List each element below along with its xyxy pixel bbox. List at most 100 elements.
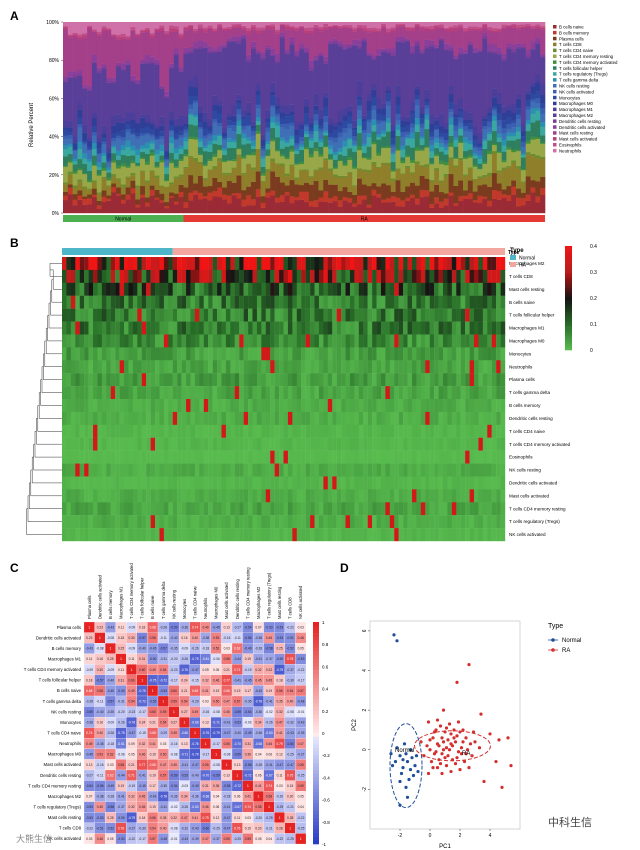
panel-a-bar-segment [207, 144, 213, 153]
panel-b-heatmap-cell [376, 528, 382, 542]
panel-a-bar-segment [506, 165, 512, 168]
panel-b-heatmap-cell [287, 386, 293, 400]
panel-a-bar-segment [111, 183, 117, 188]
panel-a-bar-segment [491, 50, 498, 54]
panel-b-heatmap-cell [301, 269, 306, 284]
panel-b-heatmap-cell [292, 399, 297, 413]
panel-a-bar-segment [525, 49, 531, 56]
panel-a-bar-segment [395, 130, 401, 136]
panel-a-bar-segment [385, 31, 392, 34]
panel-a-bar-segment [67, 171, 73, 175]
panel-b-heatmap-cell [301, 334, 306, 348]
panel-a-bar-segment [260, 158, 266, 167]
panel-b-heatmap-cell [97, 282, 103, 296]
panel-a-bar-segment [438, 24, 445, 28]
panel-a-bar-segment [91, 197, 98, 214]
panel-a-bar-segment [284, 26, 290, 30]
panel-b-heatmap-cell [354, 437, 360, 451]
panel-a-bar-segment [516, 165, 522, 169]
panel-b-heatmap-cell [363, 528, 368, 542]
panel-b-heatmap-cell [372, 373, 377, 387]
panel-a-bar-segment [463, 22, 469, 28]
panel-b-heatmap-cell [252, 437, 258, 451]
panel-b-heatmap-cell [398, 386, 404, 400]
panel-b-heatmap-cell [70, 347, 76, 361]
panel-b-heatmap-cell [265, 257, 271, 271]
panel-b-heatmap-cell [318, 257, 324, 271]
panel-a-bar-segment [284, 105, 290, 114]
panel-b-heatmap-cell [66, 463, 72, 477]
panel-a-bar-segment [419, 149, 425, 151]
panel-a-bar-segment [294, 30, 300, 51]
panel-b-heatmap-cell [106, 515, 111, 529]
panel-b-heatmap-cell [403, 282, 408, 296]
panel-b-heatmap-cell [186, 437, 191, 451]
panel-a-bar-segment [178, 191, 184, 198]
panel-b-heatmap-cell [442, 360, 448, 374]
panel-b-heatmap-cell [341, 489, 346, 503]
panel-b-heatmap-cell [137, 257, 142, 271]
panel-b-heatmap-cell [363, 321, 368, 335]
panel-b-heatmap-cell [442, 334, 448, 348]
panel-a-bar-segment [231, 147, 237, 160]
panel-b-heatmap-cell [496, 295, 501, 309]
panel-a-bar-segment [125, 121, 131, 125]
panel-a-bar-segment [164, 91, 170, 96]
panel-a-bar-segment [154, 149, 160, 155]
panel-b-scale-step [565, 293, 572, 297]
panel-b-heatmap-cell [465, 347, 470, 361]
panel-a-bar-segment [149, 155, 155, 171]
panel-a-bar-segment [385, 50, 392, 54]
panel-a-bar-segment [149, 143, 155, 150]
panel-a-bar-segment [477, 22, 483, 28]
panel-b-heatmap-cell [283, 411, 289, 426]
panel-b-heatmap-cell [115, 360, 120, 374]
panel-b-heatmap-cell [429, 399, 435, 413]
panel-b-heatmap-cell [376, 437, 382, 451]
panel-b-heatmap-cell [349, 269, 355, 284]
panel-a-bar-segment [410, 127, 416, 133]
panel-a-bar-segment [323, 116, 329, 123]
panel-b-heatmap-cell [469, 295, 475, 309]
panel-b-heatmap-cell [345, 269, 351, 284]
panel-a-bar-segment [516, 168, 522, 189]
panel-a-bar-segment [101, 133, 107, 139]
panel-b-heatmap-cell [403, 334, 408, 348]
panel-c-column-label: Monocytes [182, 599, 187, 619]
panel-a-legend-label: Mast cells activated [559, 137, 598, 142]
panel-a-bar-segment [467, 22, 473, 27]
panel-b-heatmap-cell [79, 321, 85, 335]
panel-a-bar-segment [193, 22, 199, 29]
panel-b-heatmap-cell [243, 360, 249, 374]
panel-b-heatmap-cell [465, 308, 470, 322]
panel-a-bar-segment [289, 36, 295, 43]
panel-b-heatmap-cell [385, 295, 391, 309]
panel-a-bar-segment [279, 124, 286, 128]
panel-a-bar-segment [130, 75, 136, 81]
panel-a-bar-segment [506, 26, 512, 44]
panel-a-bar-segment [506, 200, 512, 214]
panel-c-cell-value: -0.31 [117, 699, 124, 703]
panel-a-legend-swatch [553, 125, 557, 129]
panel-b-heatmap-cell [252, 282, 258, 296]
panel-b-heatmap-cell [101, 257, 107, 271]
panel-a-bar-segment [294, 148, 300, 152]
panel-a-bar-segment [467, 30, 473, 42]
panel-b-heatmap-cell [451, 528, 457, 542]
panel-b-heatmap-cell [124, 360, 129, 374]
panel-b-heatmap-cell [420, 399, 426, 413]
panel-b-heatmap-cell [425, 386, 430, 400]
panel-a-legend-swatch [553, 72, 557, 76]
panel-b-heatmap-cell [208, 373, 213, 387]
panel-a-bar-segment [520, 47, 527, 125]
panel-a-bar-segment [443, 128, 449, 134]
panel-b-heatmap-cell [496, 489, 501, 503]
panel-a-bar-segment [125, 165, 131, 168]
panel-b-heatmap-cell [234, 502, 240, 516]
panel-b-heatmap-cell [327, 528, 333, 542]
panel-a-bar-segment [506, 149, 512, 167]
panel-b-heatmap-cell [420, 334, 426, 348]
panel-b-heatmap-cell [323, 295, 328, 309]
panel-a-bar-segment [332, 22, 339, 25]
panel-c-cell-value: 0.56 [276, 689, 282, 693]
